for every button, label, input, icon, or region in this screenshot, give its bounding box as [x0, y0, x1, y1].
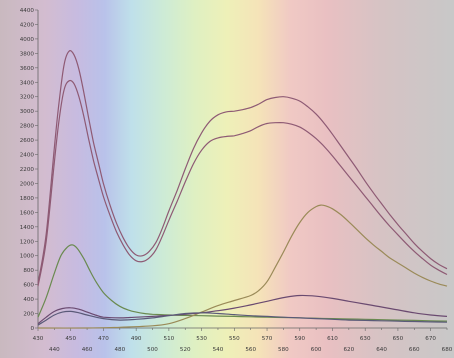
y-tick-label: 4400	[20, 8, 35, 14]
y-tick-label: 1800	[20, 196, 35, 202]
x-tick-label: 510	[164, 336, 175, 342]
series-line-3	[37, 244, 448, 322]
x-tick-label: 570	[262, 336, 273, 342]
y-tick-label: 600	[23, 283, 34, 289]
y-tick-label: 2600	[20, 138, 35, 144]
y-tick-label: 1400	[20, 225, 35, 231]
x-tick-label: 450	[65, 336, 76, 342]
x-tick-label: 580	[278, 347, 289, 353]
x-tick-label: 470	[98, 336, 109, 342]
x-tick-label: 500	[147, 347, 158, 353]
x-tick-label: 670	[425, 336, 436, 342]
y-tick-label: 1600	[20, 210, 35, 216]
y-tick-label: 0	[30, 326, 34, 332]
series-line-6	[37, 310, 448, 326]
x-tick-label: 660	[409, 347, 420, 353]
axes: 0 200 400 600 800 1000 1200 1400 1600 1800 2000 220…	[20, 8, 453, 353]
x-tick-label: 680	[442, 347, 453, 353]
y-tick-label: 3200	[20, 95, 35, 101]
x-tick-label: 440	[49, 347, 60, 353]
series-line-2	[37, 79, 448, 287]
series-line-4	[37, 204, 448, 329]
x-tick-label: 550	[229, 336, 240, 342]
y-tick-label: 4000	[20, 37, 35, 43]
x-tick-label: 590	[294, 336, 305, 342]
x-tick-label: 520	[180, 347, 191, 353]
y-tick-label: 2400	[20, 153, 35, 159]
y-tick-label: 3400	[20, 80, 35, 86]
series-line-1	[37, 50, 448, 284]
x-tick-label: 430	[33, 336, 44, 342]
y-tick-label: 1200	[20, 239, 35, 245]
y-tick-label: 3000	[20, 109, 35, 115]
y-tick-label: 3800	[20, 51, 35, 57]
x-tick-label: 530	[196, 336, 207, 342]
y-tick-label: 400	[23, 297, 34, 303]
x-tick-label: 640	[376, 347, 387, 353]
x-tick-label: 630	[360, 336, 371, 342]
x-tick-label: 490	[131, 336, 142, 342]
x-tick-label: 610	[327, 336, 338, 342]
y-tick-label: 200	[23, 312, 34, 318]
x-tick-label: 540	[213, 347, 224, 353]
y-tick-label: 800	[23, 268, 34, 274]
y-tick-label: 2200	[20, 167, 35, 173]
x-tick-label: 460	[82, 347, 93, 353]
y-tick-label: 3600	[20, 66, 35, 72]
y-tick-label: 1000	[20, 254, 35, 260]
y-tick-label: 2000	[20, 181, 35, 187]
x-tick-label: 650	[393, 336, 404, 342]
y-tick-label: 4200	[20, 22, 35, 28]
x-tick-label: 620	[343, 347, 354, 353]
series-line-5	[37, 294, 448, 325]
series-layer	[37, 50, 448, 329]
y-tick-label: 2800	[20, 124, 35, 130]
x-tick-label: 480	[114, 347, 125, 353]
x-tick-label: 560	[245, 347, 256, 353]
x-tick-label: 600	[311, 347, 322, 353]
